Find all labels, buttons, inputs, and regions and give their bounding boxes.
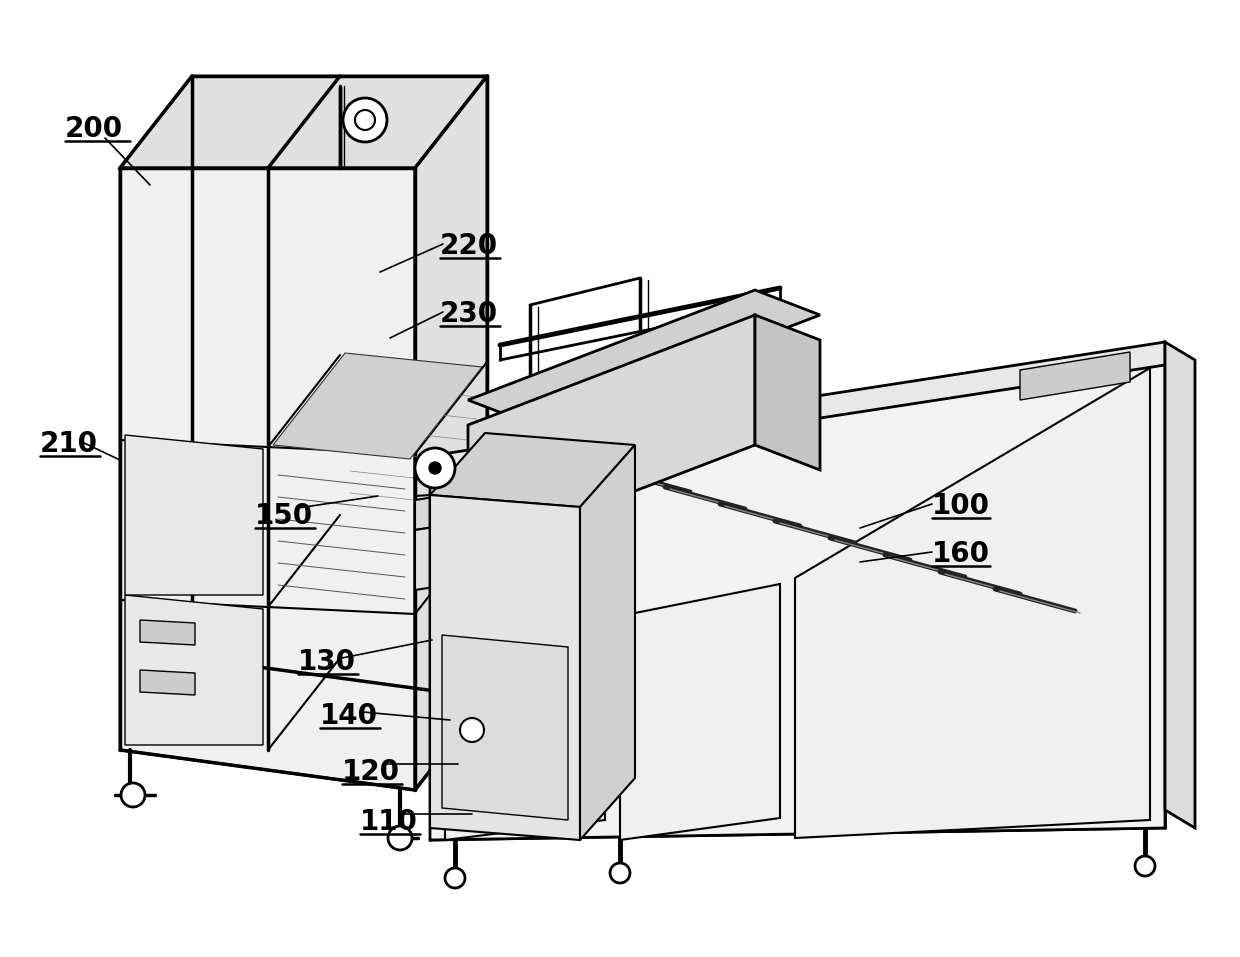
Text: 100: 100 — [932, 492, 990, 520]
Polygon shape — [1166, 342, 1195, 828]
Polygon shape — [441, 635, 568, 820]
Polygon shape — [580, 445, 635, 840]
Text: 110: 110 — [360, 808, 418, 836]
Circle shape — [429, 462, 441, 474]
Polygon shape — [140, 620, 195, 645]
Text: 120: 120 — [342, 758, 401, 786]
Polygon shape — [430, 365, 1166, 840]
Polygon shape — [445, 458, 605, 650]
Polygon shape — [445, 618, 605, 840]
Polygon shape — [467, 290, 820, 425]
Polygon shape — [755, 315, 820, 470]
Text: 140: 140 — [320, 702, 378, 730]
Polygon shape — [430, 342, 1166, 481]
Polygon shape — [620, 584, 780, 840]
Circle shape — [610, 863, 630, 883]
Polygon shape — [140, 670, 195, 695]
Polygon shape — [415, 460, 870, 590]
Polygon shape — [467, 315, 755, 555]
Polygon shape — [120, 76, 487, 168]
Circle shape — [122, 783, 145, 807]
Circle shape — [445, 868, 465, 888]
Polygon shape — [125, 435, 263, 595]
Text: 150: 150 — [255, 502, 314, 530]
Circle shape — [460, 718, 484, 742]
Text: 210: 210 — [40, 430, 98, 458]
Circle shape — [343, 98, 387, 142]
Text: 230: 230 — [440, 300, 498, 328]
Text: 130: 130 — [298, 648, 356, 676]
Polygon shape — [1021, 352, 1130, 400]
Polygon shape — [125, 595, 263, 745]
Polygon shape — [415, 76, 487, 790]
Circle shape — [388, 826, 412, 850]
Polygon shape — [120, 168, 415, 790]
Text: 200: 200 — [64, 115, 123, 143]
Polygon shape — [415, 430, 870, 530]
Circle shape — [1135, 856, 1154, 876]
Text: 160: 160 — [932, 540, 990, 568]
Text: 220: 220 — [440, 232, 498, 260]
Polygon shape — [795, 368, 1149, 838]
Polygon shape — [273, 353, 482, 459]
Polygon shape — [430, 433, 635, 507]
Polygon shape — [430, 495, 580, 840]
Circle shape — [415, 448, 455, 488]
